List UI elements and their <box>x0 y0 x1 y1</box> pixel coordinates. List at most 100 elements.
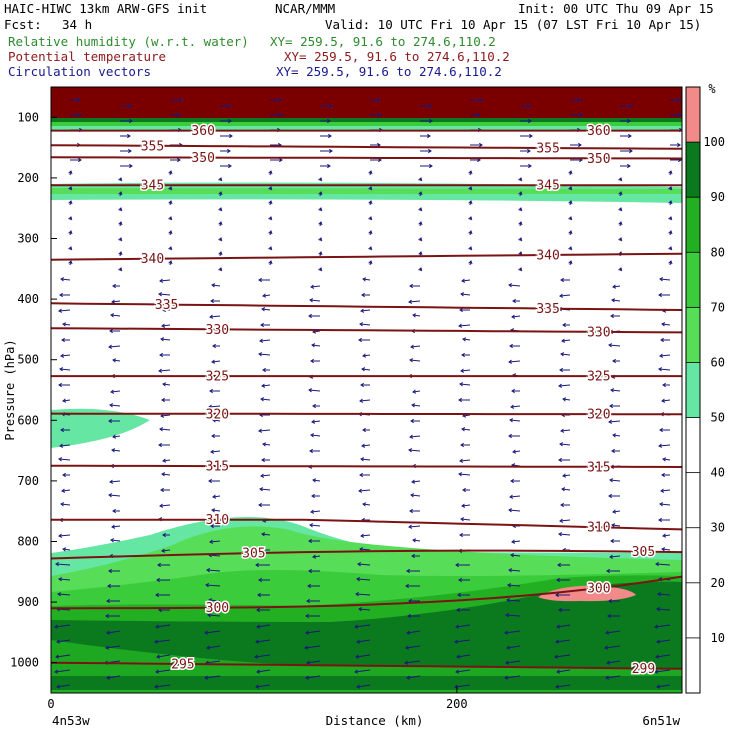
wind-vector-head <box>256 669 261 674</box>
theta-contour <box>51 412 682 416</box>
wind-vector-head <box>558 383 563 388</box>
wind-vector-head <box>304 645 309 650</box>
wind-vector-head <box>477 112 481 118</box>
wind-vector <box>458 473 471 476</box>
wind-vector-head <box>212 418 217 423</box>
wind-vector-head <box>111 299 116 304</box>
contour-label: 295 <box>171 657 194 672</box>
wind-vector-head <box>368 216 373 221</box>
wind-vector-head <box>127 133 131 139</box>
wind-vector <box>154 639 171 643</box>
wind-vector <box>606 660 621 664</box>
wind-vector-head <box>560 502 564 508</box>
wind-vector-head <box>56 639 61 644</box>
wind-vector-head <box>406 675 411 680</box>
wind-vector <box>159 428 171 431</box>
wind-vector <box>212 419 221 422</box>
wind-vector-head <box>58 382 62 388</box>
contour-label: 325 <box>206 370 229 385</box>
wind-vector-head <box>558 532 563 537</box>
wind-vector <box>106 630 121 634</box>
wind-vector-head <box>612 284 617 289</box>
wind-vector-head <box>508 433 512 439</box>
contour-label: 320 <box>206 407 229 422</box>
wind-vector-head <box>162 458 167 463</box>
wind-vector-head <box>460 292 465 297</box>
wind-vector <box>605 630 621 634</box>
wind-vector <box>154 684 171 688</box>
wind-vector-head <box>507 583 512 588</box>
wind-vector-head <box>554 654 559 659</box>
wind-vector <box>261 384 271 387</box>
wind-vector-head <box>428 148 432 154</box>
wind-vector-head <box>54 624 59 629</box>
wind-vector-head <box>658 517 662 523</box>
wind-vector-head <box>410 418 414 424</box>
wind-vector-head <box>218 237 223 242</box>
wind-vector-head <box>418 267 423 272</box>
contour-label: 345 <box>141 179 164 194</box>
wind-vector-head <box>62 322 67 327</box>
wind-vector <box>259 488 271 491</box>
contour-label: 330 <box>206 323 229 338</box>
wind-vector <box>659 278 671 281</box>
wind-vector-head <box>629 148 633 154</box>
wind-vector <box>411 480 421 483</box>
wind-vector-head <box>358 488 363 493</box>
wind-vector-head <box>509 418 514 423</box>
wind-vector <box>559 294 571 297</box>
wind-vector <box>309 299 321 302</box>
wind-vector <box>562 474 571 477</box>
wind-vector-head <box>668 170 673 175</box>
wind-vector-head <box>368 170 373 175</box>
wind-vector-head <box>429 163 433 169</box>
wind-vector <box>356 578 371 581</box>
wind-vector <box>159 279 171 282</box>
wind-vector <box>161 473 171 476</box>
wind-vector <box>506 599 521 602</box>
wind-vector <box>110 390 121 393</box>
wind-vector-head <box>504 675 509 680</box>
wind-vector <box>511 315 521 318</box>
wind-vector <box>558 533 571 536</box>
wind-vector <box>60 278 71 281</box>
wind-vector <box>58 534 71 537</box>
wind-vector-head <box>609 478 614 483</box>
wind-vector <box>55 563 71 566</box>
wind-vector-head <box>377 97 381 103</box>
contour-label: 330 <box>587 325 610 340</box>
wind-vector-head <box>318 207 323 212</box>
wind-vector-head <box>229 133 233 139</box>
wind-vector-head <box>618 221 623 226</box>
wind-vector <box>112 435 121 438</box>
wind-vector-head <box>409 508 413 514</box>
wind-vector-head <box>356 577 361 582</box>
contour-label: 335 <box>536 302 559 317</box>
wind-vector <box>109 480 121 483</box>
wind-vector-head <box>508 283 513 288</box>
wind-vector-head <box>106 598 110 604</box>
wind-vector-head <box>518 267 523 272</box>
wind-vector <box>556 669 571 673</box>
wind-vector-head <box>358 337 362 343</box>
wind-vector-head <box>368 260 373 265</box>
wind-vector-head <box>161 472 166 477</box>
wind-vector-head <box>204 630 209 635</box>
wind-vector-head <box>568 216 573 221</box>
wind-vector <box>58 309 71 312</box>
wind-vector-head <box>108 568 112 574</box>
wind-vector-head <box>312 403 316 409</box>
wind-vector <box>406 675 421 679</box>
wind-vector-head <box>361 292 365 298</box>
wind-vector-head <box>411 479 416 484</box>
wind-vector-head <box>458 397 462 403</box>
wind-vector-head <box>210 523 214 529</box>
wind-vector-head <box>611 298 616 303</box>
plot-frame <box>50 86 683 694</box>
wind-vector-head <box>518 251 523 256</box>
wind-vector-head <box>159 352 163 358</box>
wind-vector-head <box>258 502 262 508</box>
wind-vector-head <box>268 200 273 205</box>
wind-vector <box>212 495 221 498</box>
wind-vector <box>309 524 321 527</box>
